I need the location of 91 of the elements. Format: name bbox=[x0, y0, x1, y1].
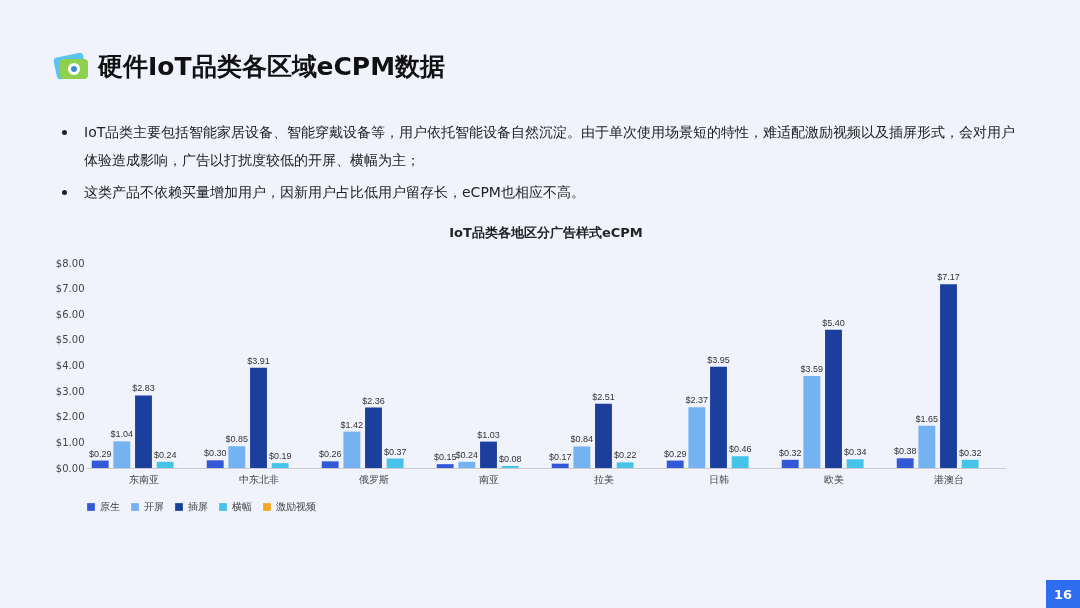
bar bbox=[365, 407, 382, 468]
text: 16 bbox=[1046, 580, 1080, 608]
bar bbox=[731, 456, 749, 468]
data-label: $3.95 bbox=[707, 354, 730, 365]
x-tick-label: 俄罗斯 bbox=[358, 473, 389, 485]
bar bbox=[573, 446, 591, 468]
data-label: $0.32 bbox=[778, 447, 802, 458]
bar bbox=[846, 459, 864, 468]
legend-label: 插屏 bbox=[188, 501, 208, 512]
bar bbox=[91, 460, 109, 468]
y-tick-label: $0.00 bbox=[55, 462, 85, 474]
data-label: $0.37 bbox=[383, 446, 407, 457]
y-tick-label: $7.00 bbox=[55, 283, 85, 295]
bar bbox=[896, 458, 914, 468]
x-tick-label: 东南亚 bbox=[128, 473, 159, 485]
data-label: $0.24 bbox=[153, 449, 177, 460]
data-label: $0.29 bbox=[663, 448, 687, 459]
data-label: $3.91 bbox=[247, 355, 270, 366]
bar bbox=[386, 458, 404, 468]
x-tick-label: 拉美 bbox=[593, 473, 614, 485]
bar bbox=[803, 376, 821, 468]
data-label: $0.08 bbox=[498, 453, 522, 464]
chart-title: 硬件IoT品类各区域eCPM数据 bbox=[98, 51, 446, 83]
y-tick-label: $1.00 bbox=[55, 436, 85, 448]
bar bbox=[321, 461, 339, 468]
data-label: $0.19 bbox=[268, 451, 292, 462]
bar bbox=[688, 407, 706, 468]
x-tick-label: 中东北非 bbox=[238, 473, 279, 485]
legend-label: 开屏 bbox=[144, 501, 164, 512]
data-label: $3.59 bbox=[800, 364, 824, 375]
data-label: $2.37 bbox=[685, 395, 709, 406]
bar bbox=[135, 395, 152, 468]
x-tick-label: 港澳台 bbox=[933, 473, 964, 485]
data-label: $0.32 bbox=[958, 447, 982, 458]
y-tick-label: $8.00 bbox=[55, 257, 85, 269]
y-tick-label: $2.00 bbox=[55, 411, 85, 423]
bar bbox=[551, 463, 569, 468]
data-label: $0.46 bbox=[728, 444, 752, 455]
data-label: $0.85 bbox=[225, 434, 249, 445]
bar bbox=[458, 461, 476, 468]
data-label: $1.65 bbox=[915, 413, 939, 424]
y-tick-label: $5.00 bbox=[55, 334, 85, 346]
bar bbox=[480, 441, 497, 468]
data-label: $5.40 bbox=[822, 317, 845, 328]
bar bbox=[918, 425, 936, 468]
data-label: $0.34 bbox=[843, 447, 867, 458]
bar bbox=[436, 464, 454, 468]
chart-subtitle: IoT品类各地区分广告样式eCPM bbox=[449, 225, 643, 240]
data-label: $0.26 bbox=[318, 449, 342, 460]
bar bbox=[710, 366, 727, 468]
x-tick-label: 南亚 bbox=[478, 473, 499, 485]
bar bbox=[666, 460, 684, 468]
data-label: $0.15 bbox=[433, 452, 457, 463]
data-label: $1.04 bbox=[110, 429, 134, 440]
data-label: $0.30 bbox=[203, 448, 227, 459]
data-label: $0.22 bbox=[613, 450, 637, 461]
data-label: $0.84 bbox=[570, 434, 594, 445]
bar bbox=[343, 431, 361, 468]
legend-label: 激励视频 bbox=[276, 501, 316, 512]
bar bbox=[156, 461, 174, 468]
bar bbox=[940, 284, 957, 468]
data-label: $0.17 bbox=[548, 451, 572, 462]
legend-label: 横幅 bbox=[232, 501, 252, 512]
bar bbox=[616, 462, 634, 468]
text: IoT品类主要包括智能家居设备、智能穿戴设备等，用户依托智能设备自然沉淀。由于单次使用场景短的特性，难适配激励视频以及插屏形式，会对用户体验造成影响，广告以打扰度较低的开屏、横幅为主； bbox=[83, 123, 1017, 170]
bar bbox=[250, 367, 267, 468]
y-tick-label: $4.00 bbox=[55, 360, 85, 371]
data-label: $7.17 bbox=[937, 272, 960, 283]
x-tick-label: 欧美 bbox=[823, 473, 844, 485]
data-label: $0.24 bbox=[455, 449, 479, 460]
data-label: $1.42 bbox=[340, 419, 364, 430]
x-tick-label: 日韩 bbox=[708, 473, 729, 485]
bar bbox=[113, 441, 131, 468]
bar bbox=[825, 329, 842, 468]
legend-label: 原生 bbox=[100, 501, 120, 512]
y-tick-label: $6.00 bbox=[55, 308, 85, 320]
bar bbox=[595, 403, 612, 468]
bar bbox=[206, 460, 224, 468]
bar bbox=[228, 446, 246, 468]
text: 这类产品不依赖买量增加用户，因新用户占比低用户留存长，eCPM也相应不高。 bbox=[83, 183, 586, 202]
data-label: $2.36 bbox=[362, 395, 385, 406]
data-label: $2.51 bbox=[592, 391, 615, 402]
data-label: $1.03 bbox=[477, 429, 500, 440]
data-label: $0.29 bbox=[88, 448, 112, 459]
bar bbox=[781, 459, 799, 468]
y-tick-label: $3.00 bbox=[55, 385, 85, 397]
bar bbox=[271, 463, 289, 468]
data-label: $0.38 bbox=[893, 446, 917, 457]
bar bbox=[961, 459, 979, 468]
data-label: $2.83 bbox=[132, 383, 155, 394]
bar bbox=[501, 465, 519, 468]
